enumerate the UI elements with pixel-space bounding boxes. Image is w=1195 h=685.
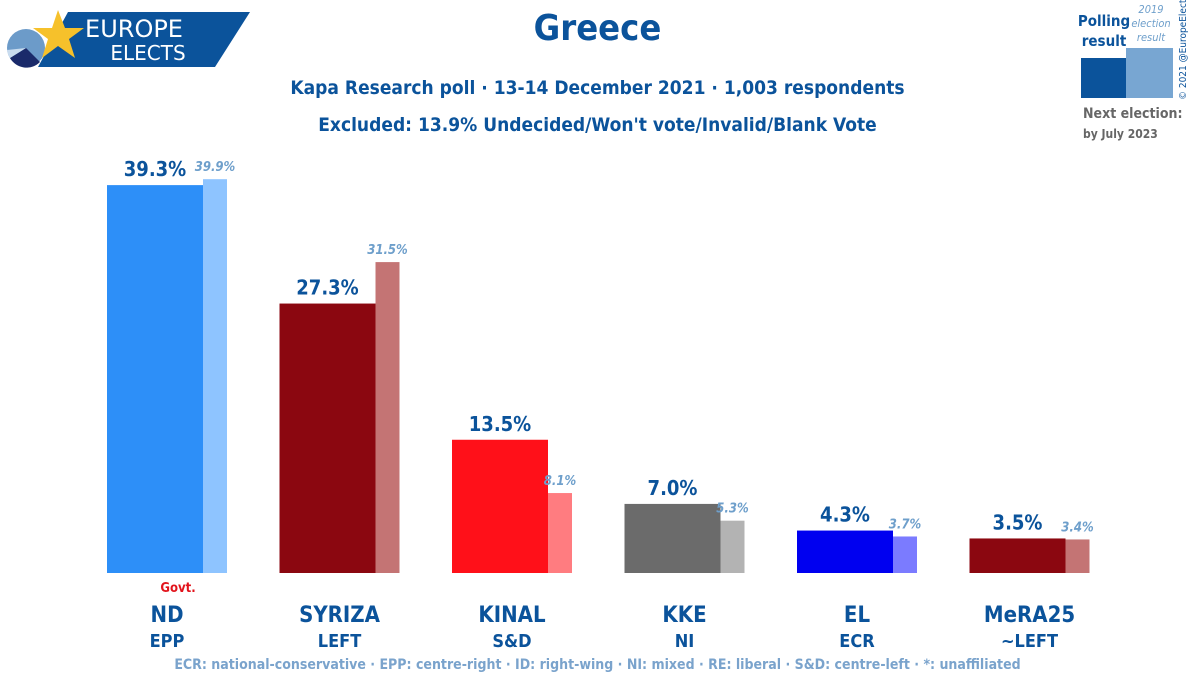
- value-label-el: 4.3%: [820, 503, 870, 527]
- value-label-kke: 7.0%: [648, 476, 698, 500]
- prev-label-nd: 39.9%: [195, 160, 236, 175]
- excluded-note: Excluded: 13.9% Undecided/Won't vote/Inv…: [318, 114, 877, 136]
- svg-text:election: election: [1131, 17, 1170, 30]
- legend-poll-1: Polling: [1078, 12, 1130, 30]
- value-label-mera25: 3.5%: [993, 510, 1043, 534]
- party-name-syriza: SYRIZA: [299, 603, 381, 628]
- party-group-mera25: ~LEFT: [1001, 631, 1058, 652]
- bar-poll-kke: [624, 503, 721, 573]
- party-name-mera25: MeRA25: [984, 603, 1075, 628]
- value-label-syriza: 27.3%: [296, 276, 358, 300]
- value-label-kinal: 13.5%: [469, 412, 531, 436]
- prev-label-syriza: 31.5%: [367, 243, 408, 258]
- bar-2019-kinal: [548, 493, 572, 573]
- svg-text:ELECTS: ELECTS: [110, 41, 185, 65]
- next-election-label: Next election:: [1083, 106, 1182, 122]
- svg-text:2019: 2019: [1138, 3, 1163, 16]
- chart-title: Greece: [533, 8, 662, 49]
- poll-subtitle: Kapa Research poll · 13-14 December 2021…: [290, 77, 905, 99]
- prev-label-kinal: 8.1%: [544, 474, 577, 489]
- party-group-kke: NI: [675, 631, 695, 652]
- bar-poll-syriza: [279, 303, 376, 573]
- svg-text:result: result: [1137, 31, 1166, 44]
- party-group-nd: EPP: [150, 631, 185, 652]
- legend-poll-swatch: [1081, 58, 1130, 98]
- party-name-el: EL: [844, 603, 871, 628]
- bar-poll-mera25: [969, 538, 1066, 573]
- bar-poll-kinal: [452, 439, 548, 573]
- party-group-el: ECR: [839, 631, 875, 652]
- bar-2019-nd: [203, 179, 227, 573]
- bar-2019-mera25: [1065, 539, 1090, 573]
- bar-poll-el: [797, 530, 893, 573]
- govt-label: Govt.: [160, 581, 195, 596]
- legend: Polling result 2019 election result © 20…: [1078, 0, 1189, 141]
- copyright: © 2021 @EuropeElects: [1178, 0, 1189, 100]
- prev-label-kke: 5.3%: [716, 502, 749, 517]
- bar-poll-nd: [107, 185, 203, 573]
- europe-elects-logo: EUROPE ELECTS: [0, 10, 252, 68]
- footer-group-legend: ECR: national-conservative · EPP: centre…: [174, 657, 1021, 673]
- legend-prev-swatch: [1126, 48, 1173, 98]
- next-election-value: by July 2023: [1083, 127, 1158, 141]
- prev-label-mera25: 3.4%: [1061, 520, 1094, 535]
- party-group-kinal: S&D: [492, 631, 531, 652]
- party-name-kinal: KINAL: [478, 603, 546, 628]
- bar-2019-el: [893, 536, 917, 573]
- bar-2019-syriza: [375, 262, 400, 573]
- party-name-kke: KKE: [662, 603, 706, 628]
- value-label-nd: 39.3%: [124, 157, 186, 181]
- bar-2019-kke: [720, 520, 745, 573]
- party-name-nd: ND: [151, 603, 184, 628]
- prev-label-el: 3.7%: [889, 517, 922, 532]
- svg-text:EUROPE: EUROPE: [85, 15, 183, 43]
- party-group-syriza: LEFT: [318, 631, 362, 652]
- legend-poll-2: result: [1082, 32, 1127, 50]
